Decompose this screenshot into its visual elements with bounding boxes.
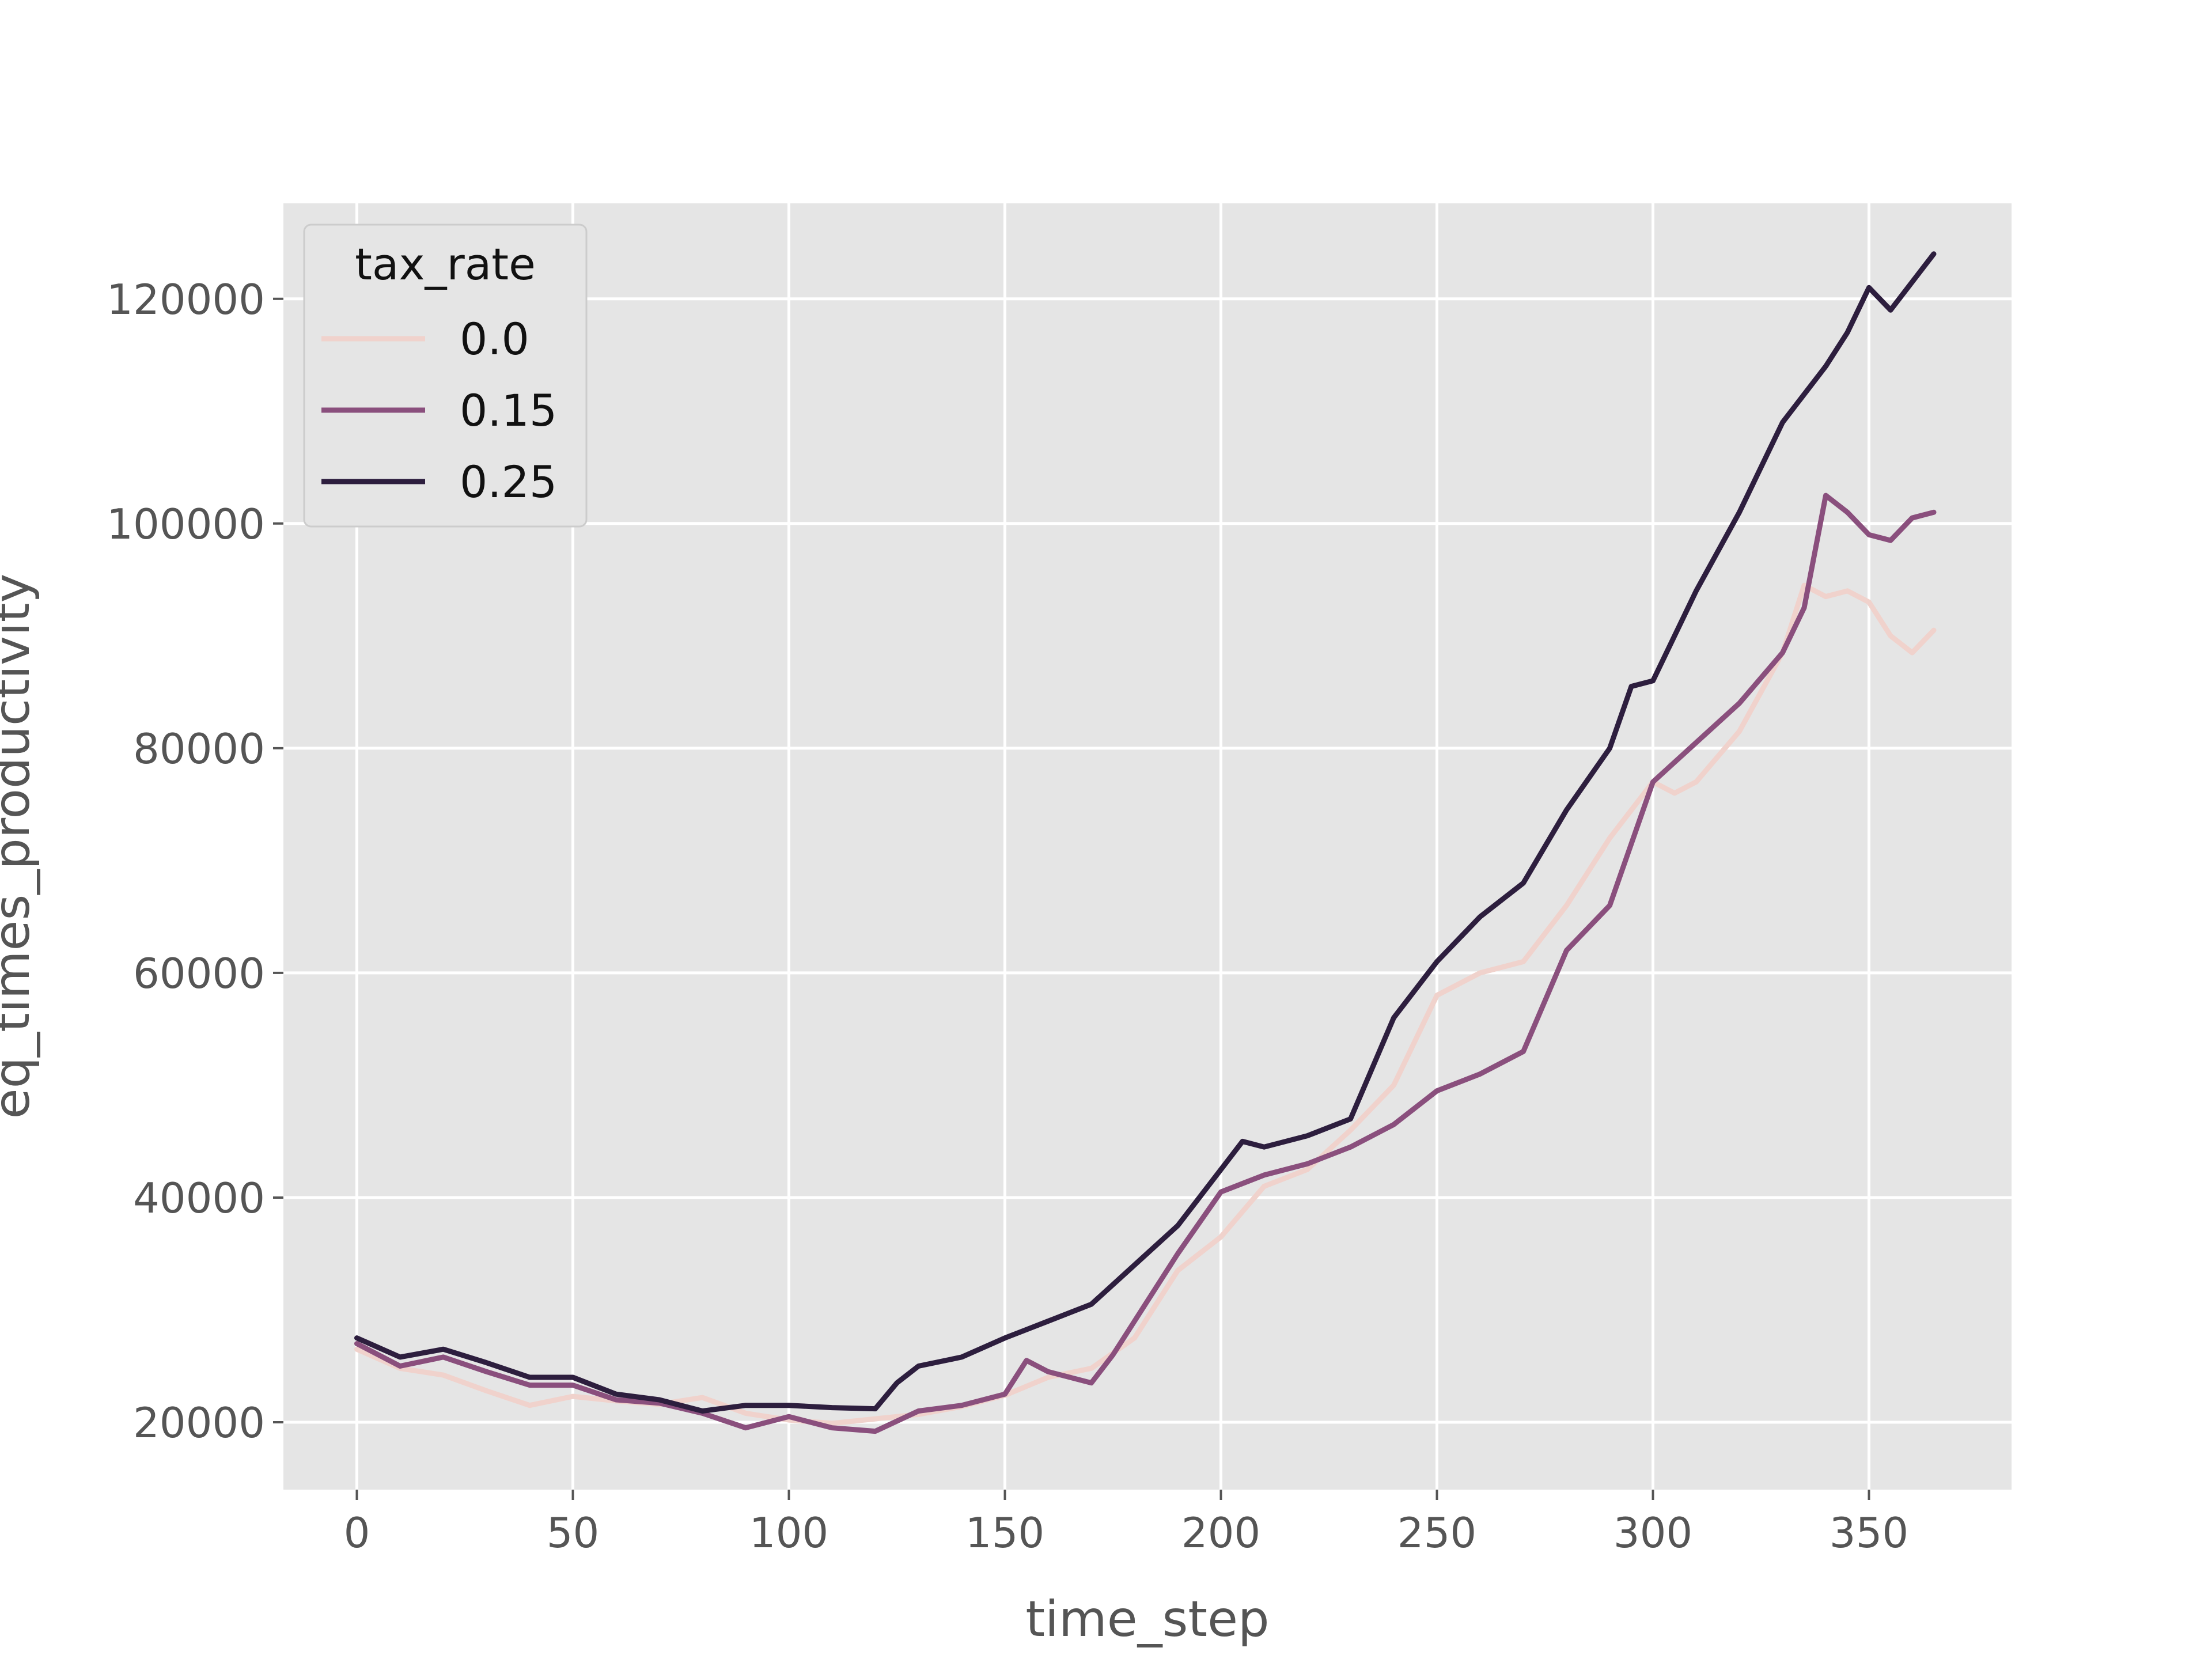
series-lines [354, 251, 1937, 1434]
y-tick-label: 100000 [107, 500, 265, 548]
y-tick-label: 20000 [133, 1399, 265, 1447]
x-tick-label: 100 [749, 1509, 828, 1557]
legend-title: tax_rate [355, 238, 536, 290]
x-tick-label: 200 [1181, 1509, 1260, 1557]
x-axis-label: time_step [1025, 1590, 1269, 1648]
legend-label-1: 0.15 [460, 385, 557, 436]
series-line-2 [354, 251, 1937, 1414]
x-axis-ticks: 0 50 100 150 200 250 300 350 [344, 1490, 1908, 1557]
x-tick-label: 50 [547, 1509, 600, 1557]
legend-label-0: 0.0 [460, 313, 529, 365]
series-line-1 [354, 493, 1937, 1434]
y-axis-label: eq_times_productivity [0, 574, 41, 1119]
legend-box [303, 224, 588, 528]
grid-lines [283, 203, 2012, 1490]
y-tick-label: 40000 [133, 1174, 265, 1222]
x-tick-label: 300 [1613, 1509, 1692, 1557]
x-tick-label: 0 [344, 1509, 370, 1557]
y-tick-label: 120000 [107, 275, 265, 324]
y-tick-label: 60000 [133, 949, 265, 998]
legend: tax_rate 0.0 0.15 0.25 [303, 224, 588, 528]
legend-label-2: 0.25 [460, 456, 557, 507]
x-tick-label: 350 [1830, 1509, 1908, 1557]
legend-items: 0.0 0.15 0.25 [321, 313, 557, 507]
y-axis-ticks: 20000 40000 60000 80000 100000 120000 [107, 275, 283, 1447]
x-tick-label: 250 [1397, 1509, 1476, 1557]
y-tick-label: 80000 [133, 725, 265, 773]
x-tick-label: 150 [965, 1509, 1044, 1557]
